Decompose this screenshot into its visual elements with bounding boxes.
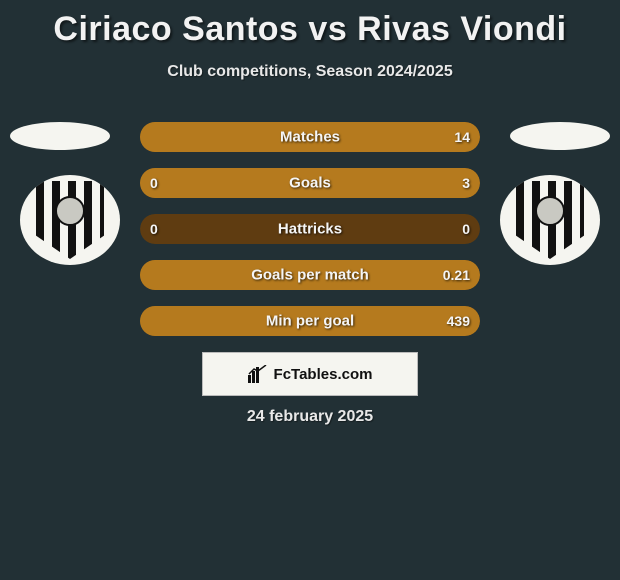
brand-box: FcTables.com [202,352,418,396]
stat-value-right: 14 [454,129,470,145]
brand-text: FcTables.com [274,366,373,383]
stat-row: Matches 14 [140,122,480,152]
stat-row: Min per goal 439 [140,306,480,336]
stat-label: Matches [280,129,340,146]
stat-value-left: 0 [150,221,158,237]
stat-label: Hattricks [278,221,342,238]
stat-row: Goals per match 0.21 [140,260,480,290]
stat-label: Min per goal [266,313,354,330]
page-subtitle: Club competitions, Season 2024/2025 [0,63,620,81]
stat-value-right: 439 [447,313,470,329]
date-label: 24 february 2025 [0,408,620,426]
bar-chart-icon [248,365,268,383]
stat-value-right: 0 [462,221,470,237]
shield-icon [36,181,104,259]
club-right-crest [500,175,600,265]
stat-label: Goals [289,175,331,192]
stats-bars: Matches 14 Goals 0 3 Hattricks 0 0 Goals per mat… [140,122,480,352]
player-right-avatar [510,122,610,150]
shield-icon [516,181,584,259]
stat-row: Hattricks 0 0 [140,214,480,244]
stat-label: Goals per match [251,267,369,284]
stat-row: Goals 0 3 [140,168,480,198]
stat-value-left: 0 [150,175,158,191]
club-left-crest [20,175,120,265]
stat-value-right: 0.21 [443,267,470,283]
page-title: Ciriaco Santos vs Rivas Viondi [0,0,620,49]
player-left-avatar [10,122,110,150]
stat-value-right: 3 [462,175,470,191]
